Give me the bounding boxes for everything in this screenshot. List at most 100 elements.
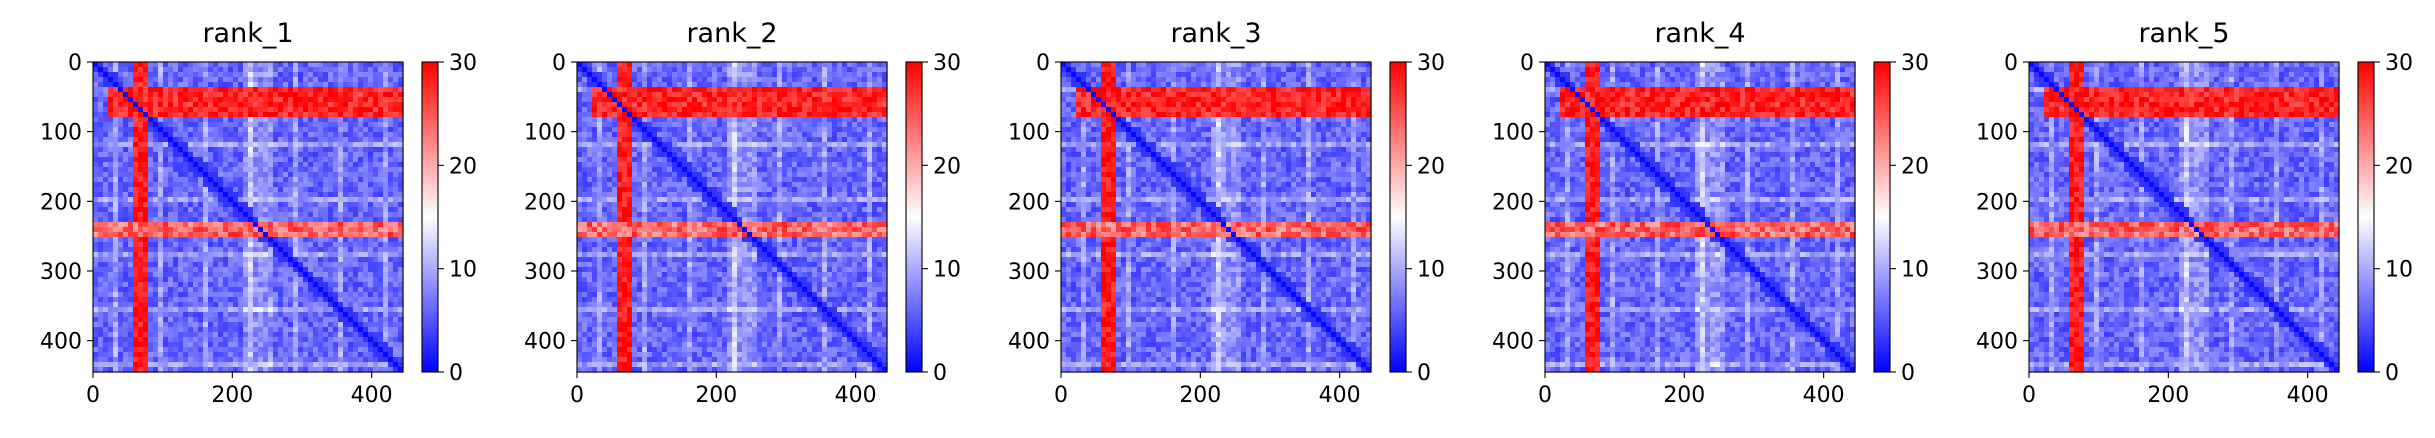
heatmap-cell xyxy=(113,192,119,198)
heatmap-cell xyxy=(393,347,399,353)
heatmap-cell xyxy=(582,117,588,123)
heatmap-cell xyxy=(163,277,169,283)
heatmap-cell xyxy=(138,307,144,313)
heatmap-cell xyxy=(213,282,219,288)
heatmap-cell xyxy=(193,277,199,283)
heatmap-cell xyxy=(647,117,653,123)
heatmap-cell xyxy=(113,157,119,163)
heatmap-cell xyxy=(692,117,698,123)
heatmap-cell xyxy=(98,227,104,233)
heatmap-cell xyxy=(93,322,99,328)
heatmap-cell xyxy=(238,317,244,323)
heatmap-cell xyxy=(792,67,798,73)
heatmap-cell xyxy=(98,92,104,98)
heatmap-cell xyxy=(123,122,129,128)
heatmap-cell xyxy=(353,292,359,298)
heatmap-cell xyxy=(143,312,149,318)
heatmap-cell xyxy=(358,292,364,298)
heatmap-cell xyxy=(328,177,334,183)
heatmap-cell xyxy=(103,242,109,248)
heatmap-cell xyxy=(233,317,239,323)
heatmap-cell xyxy=(707,102,713,108)
heatmap-cell xyxy=(223,132,229,138)
heatmap-cell xyxy=(273,192,279,198)
heatmap-cell xyxy=(742,147,748,153)
heatmap-cell xyxy=(657,82,663,88)
heatmap-cell xyxy=(847,62,853,68)
heatmap-cell xyxy=(148,87,154,93)
heatmap-cell xyxy=(283,367,289,373)
heatmap-cell xyxy=(108,242,114,248)
heatmap-cell xyxy=(123,227,129,233)
heatmap-cell xyxy=(393,112,399,118)
heatmap-cell xyxy=(253,82,259,88)
heatmap-cell xyxy=(213,87,219,93)
heatmap-cell xyxy=(597,87,603,93)
heatmap-cell xyxy=(253,217,259,223)
heatmap-cell xyxy=(263,137,269,143)
heatmap-cell xyxy=(677,127,683,133)
heatmap-cell xyxy=(398,127,404,133)
heatmap-cell xyxy=(133,132,139,138)
heatmap-cell xyxy=(273,117,279,123)
heatmap-cell xyxy=(188,282,194,288)
heatmap-cell xyxy=(308,177,314,183)
heatmap-cell xyxy=(258,247,264,253)
heatmap-cell xyxy=(303,77,309,83)
heatmap-cell xyxy=(353,132,359,138)
heatmap-cell xyxy=(373,147,379,153)
heatmap-cell xyxy=(383,182,389,188)
heatmap-cell xyxy=(303,207,309,213)
heatmap-cell xyxy=(143,282,149,288)
heatmap-cell xyxy=(263,82,269,88)
heatmap-cell xyxy=(213,142,219,148)
heatmap-cell xyxy=(128,137,134,143)
heatmap-cell xyxy=(328,307,334,313)
heatmap-cell xyxy=(233,272,239,278)
heatmap-cell xyxy=(607,147,613,153)
heatmap-cell xyxy=(118,127,124,133)
heatmap-cell xyxy=(747,67,753,73)
heatmap-cell xyxy=(587,122,593,128)
heatmap-cell xyxy=(378,222,384,228)
heatmap-cell xyxy=(393,292,399,298)
heatmap-cell xyxy=(577,112,583,118)
heatmap-cell xyxy=(223,147,229,153)
heatmap-cell xyxy=(223,237,229,243)
heatmap-cell xyxy=(368,162,374,168)
heatmap-cell xyxy=(762,62,768,68)
heatmap-cell xyxy=(398,237,404,243)
heatmap-cell xyxy=(183,312,189,318)
heatmap-cell xyxy=(158,322,164,328)
heatmap-cell xyxy=(353,237,359,243)
heatmap-cell xyxy=(602,102,608,108)
heatmap-cell xyxy=(208,202,214,208)
heatmap-cell xyxy=(872,132,878,138)
heatmap-cell xyxy=(652,62,658,68)
heatmap-cell xyxy=(283,67,289,73)
heatmap-cell xyxy=(178,272,184,278)
heatmap-cell xyxy=(118,67,124,73)
heatmap-cell xyxy=(138,247,144,253)
heatmap-cell xyxy=(203,347,209,353)
heatmap-cell xyxy=(348,197,354,203)
heatmap-cell xyxy=(797,87,803,93)
heatmap-cell xyxy=(722,107,728,113)
heatmap-cell xyxy=(183,287,189,293)
heatmap-cell xyxy=(882,117,888,123)
heatmap-cell xyxy=(772,67,778,73)
heatmap-cell xyxy=(253,97,259,103)
heatmap-cell xyxy=(128,97,134,103)
heatmap-cell xyxy=(113,152,119,158)
heatmap-cell xyxy=(103,317,109,323)
heatmap-cell xyxy=(293,167,299,173)
heatmap-cell xyxy=(108,67,114,73)
heatmap-cell xyxy=(238,82,244,88)
heatmap-cell xyxy=(203,322,209,328)
heatmap-cell xyxy=(268,82,274,88)
heatmap-cell xyxy=(343,82,349,88)
heatmap-cell xyxy=(268,182,274,188)
heatmap-cell xyxy=(123,67,129,73)
heatmap-cell xyxy=(882,62,888,68)
heatmap-cell xyxy=(308,197,314,203)
